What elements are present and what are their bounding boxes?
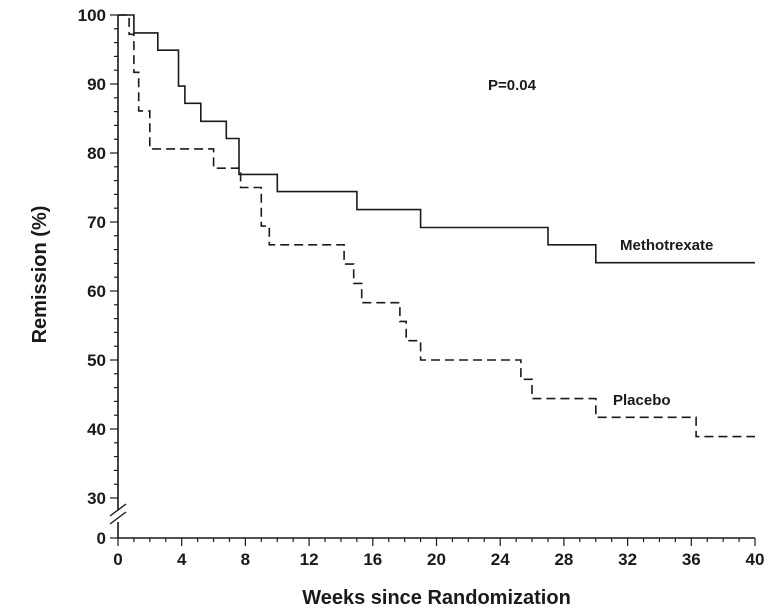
y-tick-label: 0 [97, 529, 106, 548]
x-tick-label: 28 [554, 550, 573, 569]
x-tick-label: 0 [113, 550, 122, 569]
y-tick-label: 90 [87, 75, 106, 94]
series-label-methotrexate: Methotrexate [620, 237, 713, 254]
y-tick-label: 40 [87, 420, 106, 439]
x-tick-label: 40 [746, 550, 765, 569]
y-axis-break-mark [109, 503, 127, 517]
x-axis-title: Weeks since Randomization [302, 587, 571, 609]
x-tick-label: 32 [618, 550, 637, 569]
y-tick-label: 100 [78, 6, 106, 25]
y-tick-label: 30 [87, 489, 106, 508]
x-tick-label: 4 [177, 550, 187, 569]
x-tick-label: 12 [300, 550, 319, 569]
p-value-annotation: P=0.04 [488, 77, 537, 94]
series-label-placebo: Placebo [613, 392, 671, 409]
axes: 30 40 50 60 70 80 90 100 00 4 8 12 16 20 24 28 32 36 40 [78, 6, 765, 569]
x-tick-label: 36 [682, 550, 701, 569]
y-axis-break-mark [109, 511, 127, 525]
y-axis-title: Remission (%) [29, 206, 51, 344]
x-tick-label: 20 [427, 550, 446, 569]
y-tick-label: 70 [87, 213, 106, 232]
y-tick-label: 50 [87, 351, 106, 370]
y-tick-label: 60 [87, 282, 106, 301]
series-line-placebo [118, 14, 755, 438]
x-tick-label: 16 [363, 550, 382, 569]
series-group: Methotrexate Placebo [118, 14, 755, 438]
x-tick-label: 8 [241, 550, 250, 569]
x-tick-label: 24 [491, 550, 510, 569]
series-line-methotrexate [118, 14, 755, 264]
y-tick-label: 80 [87, 144, 106, 163]
